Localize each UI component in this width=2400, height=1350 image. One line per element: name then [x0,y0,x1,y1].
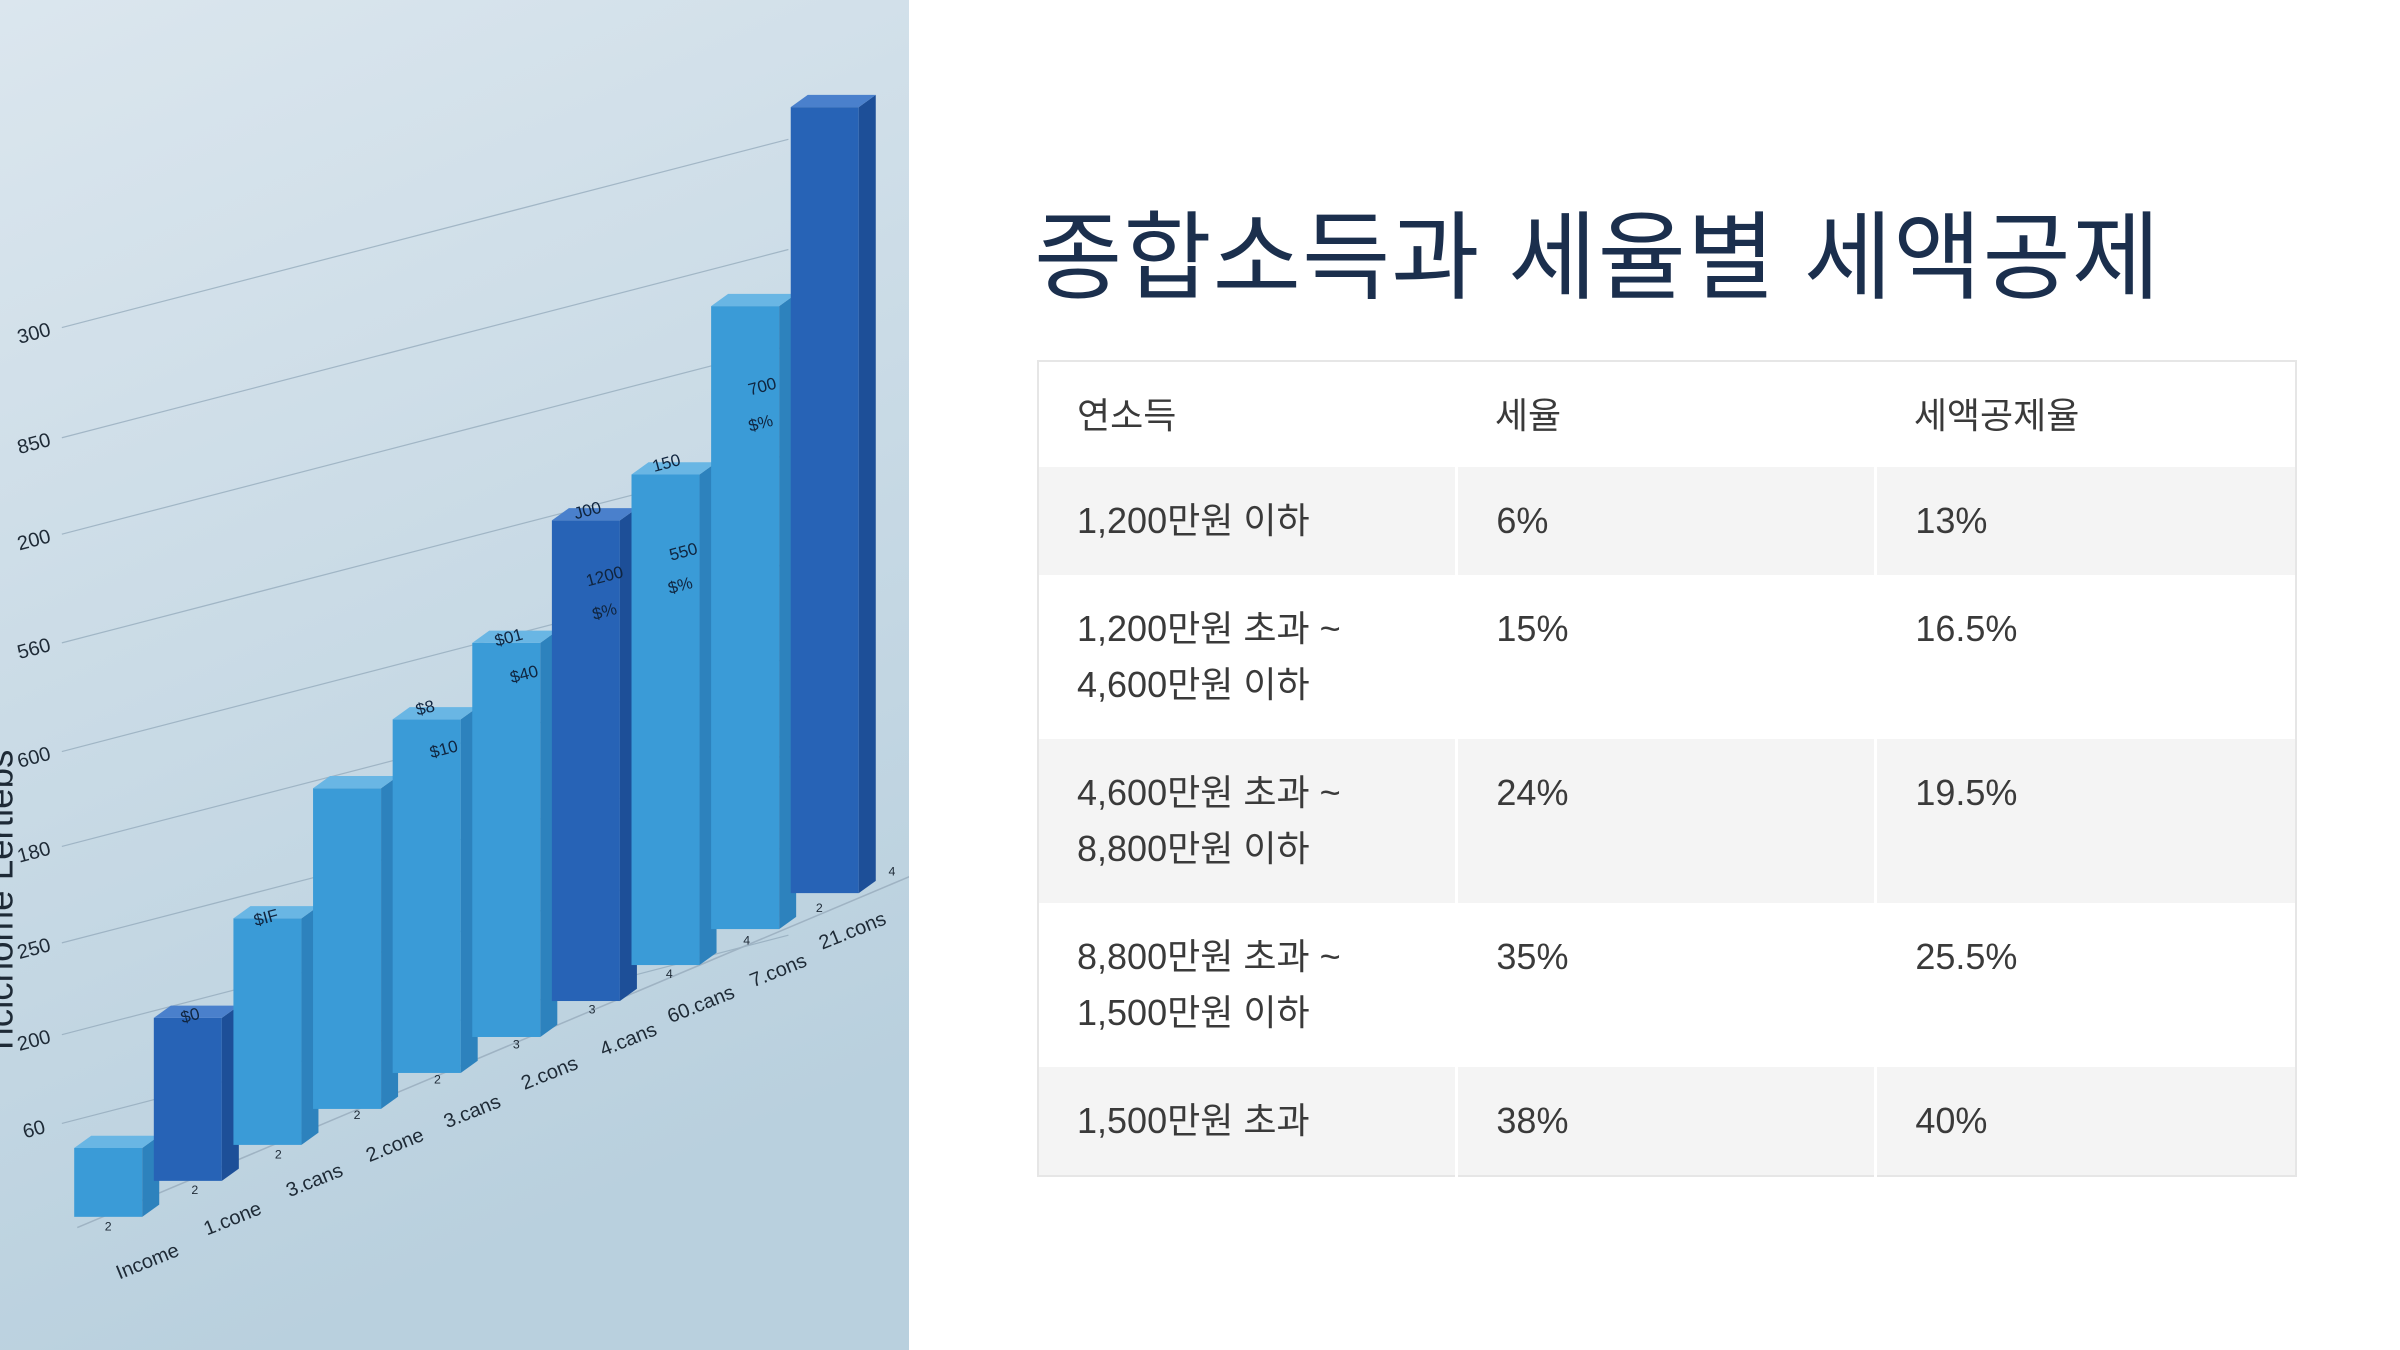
table-cell: 35% [1455,903,1876,1067]
illustration-bar-side [858,94,876,894]
illustration-bar-front [74,1147,143,1217]
table-cell: 40% [1874,1067,2296,1176]
illustration-bar-top [551,508,637,521]
table-cell: 19.5% [1874,739,2296,903]
illustration-bar-top [74,1135,160,1148]
illustration-bar-front [790,107,859,894]
table-cell: 4,600만원 초과 ~ 8,800만원 이하 [1038,739,1457,903]
illustration-bar-front [711,306,780,930]
table-cell: 16.5% [1874,575,2296,739]
illustration-bar-front [153,1017,222,1181]
table-header-cell: 세율 [1456,361,1876,467]
table-body: 1,200만원 이하 6% 13% 1,200만원 초과 ~ 4,600만원 이하 15%… [1038,467,2296,1176]
cell-line: 8,800만원 이하 [1077,828,1310,869]
illustration-bar-top [790,94,876,108]
illustration-tick-digit: 4 [666,967,673,981]
table-cell: 1,200만원 이하 [1038,467,1457,575]
illustration-tick-digit: 4 [743,933,750,947]
illustration-bar-top [392,707,478,720]
illustration-bar-top [153,1005,239,1018]
cell-line: 8,800만원 초과 ~ [1077,936,1341,977]
illustration-axis-title: Ticlcnome Lertiebs [0,750,20,1057]
illustration-grid-line [61,248,789,439]
illustration-bar-top [711,293,797,307]
table-row: 1,500만원 초과 38% 40% [1038,1067,2296,1176]
illustration-bar-front [631,474,700,966]
table-cell: 13% [1874,467,2296,575]
table-cell: 24% [1455,739,1876,903]
table-row: 8,800만원 초과 ~ 1,500만원 이하 35% 25.5% [1038,903,2296,1067]
table-row: 4,600만원 초과 ~ 8,800만원 이하 24% 19.5% [1038,739,2296,903]
table-row: 1,200만원 이하 6% 13% [1038,467,2296,575]
illustration-bar-front [551,520,620,1002]
illustration-tick-digit: 2 [275,1148,282,1162]
table-cell: 1,200만원 초과 ~ 4,600만원 이하 [1038,575,1457,739]
table-cell: 38% [1455,1067,1876,1176]
cell-line: 4,600만원 초과 ~ [1077,772,1341,813]
illustration-tick-digit: 4 [889,865,896,879]
table-cell: 6% [1455,467,1876,575]
illustration-tick-digit: 3 [589,1002,596,1016]
cell-line: 1,500만원 이하 [1077,992,1310,1033]
table-cell: 15% [1455,575,1876,739]
illustration-tick-digit: 2 [105,1220,112,1234]
illustration-grid-line [61,345,789,535]
illustration-grid-line [61,138,789,329]
illustration-tick-digit: 2 [191,1183,198,1197]
illustration-tick-digit: 3 [513,1038,520,1052]
table-header-cell: 세액공제율 [1875,361,2296,467]
illustration-bar-front [313,788,382,1109]
table-cell: 25.5% [1874,903,2296,1067]
illustration-tick-digit: 2 [434,1073,441,1087]
cell-line: 1,200만원 초과 ~ [1077,608,1341,649]
illustration-bar-front [472,642,541,1037]
table-header-cell: 연소득 [1038,361,1457,467]
illustration-bar-top [631,462,717,475]
table-cell: 1,500만원 초과 [1038,1067,1457,1176]
illustration-bar-label: $8 [414,696,437,719]
illustration-y-label: 60 [20,1116,47,1143]
illustration-bar-top [313,776,399,789]
illustration-bar-top [472,630,558,643]
illustration-bar-label: $0 [179,1004,202,1027]
table-row: 1,200만원 초과 ~ 4,600만원 이하 15% 16.5% [1038,575,2296,739]
illustration-tick-digit: 2 [816,901,823,915]
table-header-row: 연소득 세율 세액공제율 [1038,361,2296,467]
illustration-bar-front [392,719,461,1073]
tax-table: 연소득 세율 세액공제율 1,200만원 이하 6% 13% 1,200만원 초과 ~ 4,… [1037,360,2297,1177]
cell-line: 4,600만원 이하 [1077,664,1310,705]
illustration-tick-digit: 2 [354,1108,361,1122]
slide-title: 종합소득과 세율별 세액공제 [1034,205,2162,312]
table-cell: 8,800만원 초과 ~ 1,500만원 이하 [1038,903,1457,1067]
illustration-bar-top [233,906,319,919]
illustration-bar-front [233,918,302,1145]
